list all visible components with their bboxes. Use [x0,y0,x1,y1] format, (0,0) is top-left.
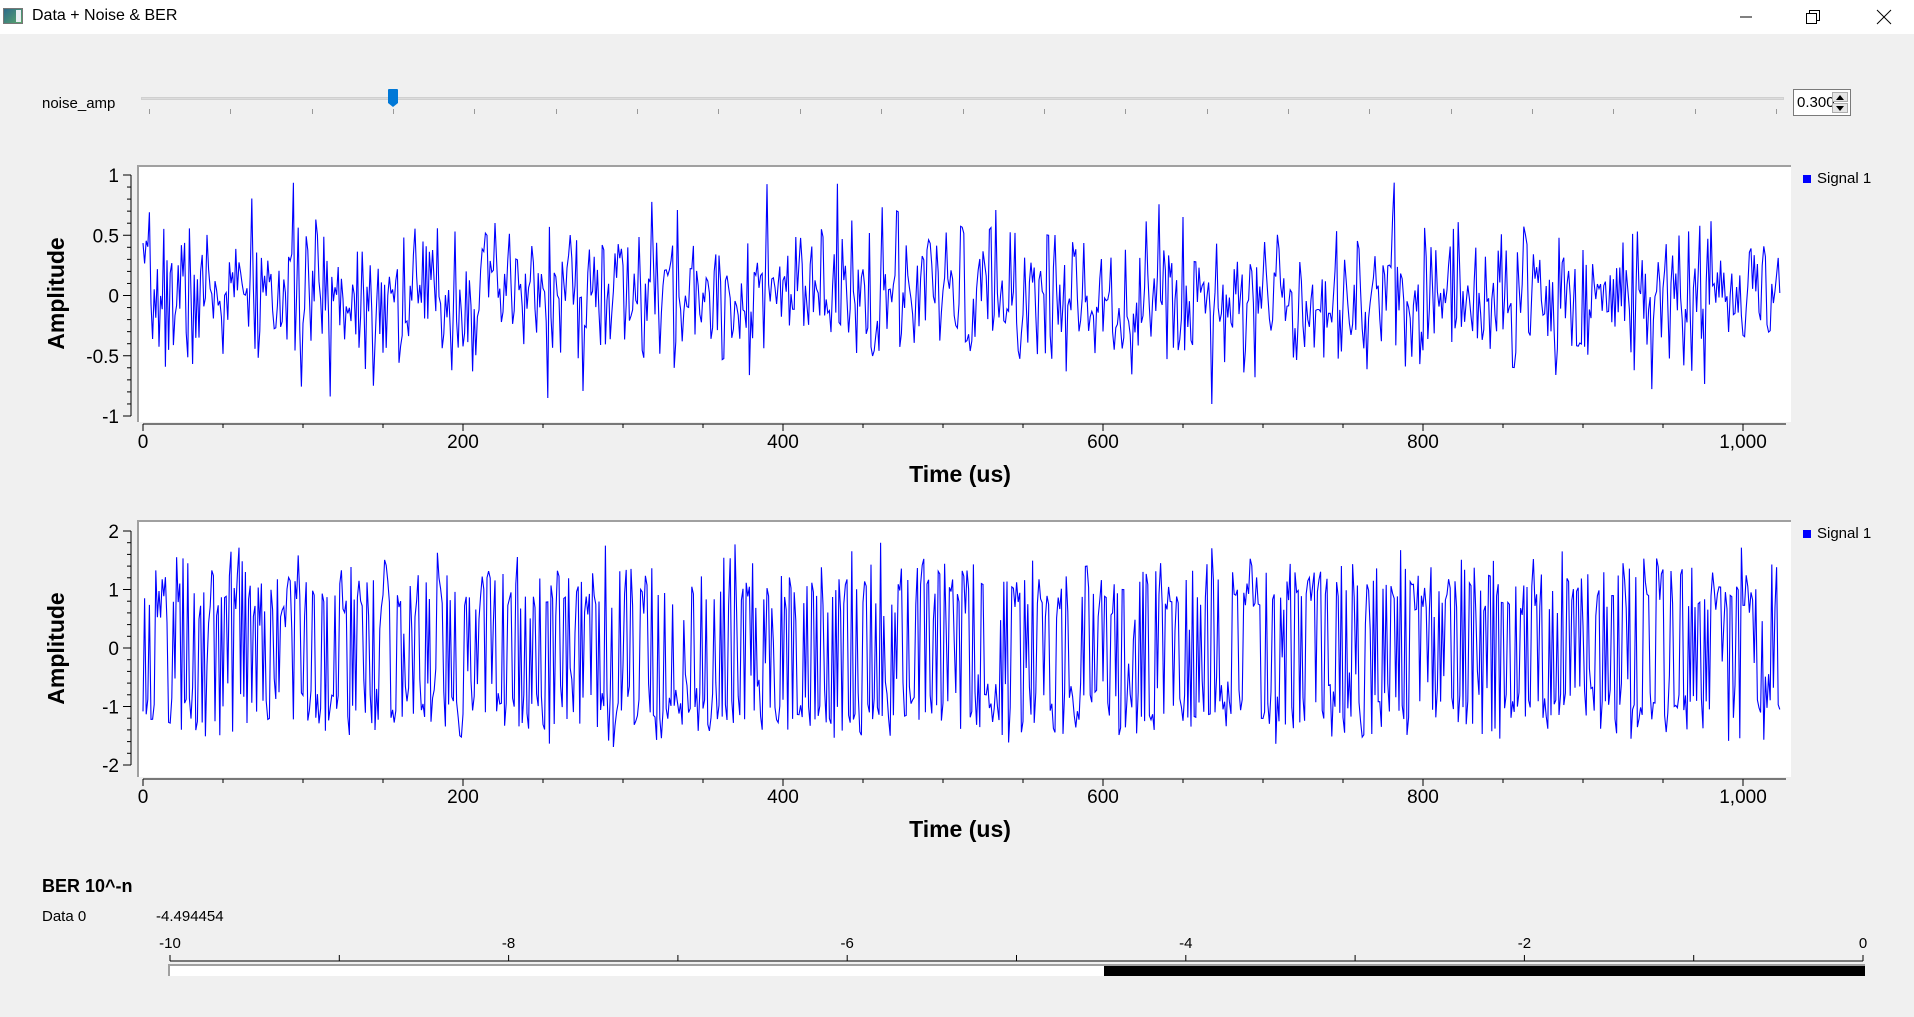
slider-tick [230,109,232,114]
svg-text:-8: -8 [502,935,515,952]
slider-tick [555,109,557,114]
svg-text:600: 600 [1087,432,1119,453]
ber-row-label: Data 0 [42,908,87,925]
arrow-up-icon [1836,94,1844,100]
slider-tick [474,109,476,114]
slider-tick [718,109,720,114]
svg-text:1,000: 1,000 [1719,432,1767,453]
slider-tick [149,109,150,114]
minimize-icon [1740,16,1752,18]
svg-text:Amplitude: Amplitude [43,592,69,704]
svg-text:2: 2 [108,522,119,543]
ber-bar [168,964,1865,976]
svg-text:0: 0 [138,787,149,808]
svg-text:0: 0 [1859,935,1867,952]
noise-amp-value[interactable]: 0.300 [1797,94,1835,111]
slider-tick [1369,109,1371,114]
slider-tick [881,109,883,114]
svg-text:0: 0 [138,432,149,453]
svg-text:-10: -10 [159,935,181,952]
svg-text:800: 800 [1407,432,1439,453]
noise-amp-slider-thumb[interactable] [388,89,398,107]
app-icon [3,8,23,24]
slider-tick [1450,109,1452,114]
slider-tick [1125,109,1127,114]
noise-amp-slider-track[interactable] [141,97,1784,100]
slider-tick [1043,109,1045,114]
slider-tick [393,109,395,114]
spin-down-button[interactable] [1832,103,1848,113]
slider-tick [311,109,313,114]
svg-text:-2: -2 [102,756,119,777]
slider-tick [1613,109,1615,114]
slider-tick [1206,109,1208,114]
svg-text:-1: -1 [102,698,119,719]
svg-text:-1: -1 [102,407,119,428]
svg-text:Amplitude: Amplitude [43,237,69,349]
title-bar: Data + Noise & BER [0,0,1914,34]
ber-value: -4.494454 [156,908,224,925]
noise-amp-spinbox[interactable]: 0.300 [1793,89,1851,116]
svg-text:400: 400 [767,787,799,808]
svg-text:0.5: 0.5 [93,226,119,247]
svg-text:-0.5: -0.5 [86,347,119,368]
signal-1-trace [142,182,1781,405]
svg-text:1,000: 1,000 [1719,787,1767,808]
close-icon [1876,9,1892,25]
slider-tick [1287,109,1289,114]
slider-tick [1531,109,1533,114]
signal-1-trace [142,542,1781,748]
slider-tick [637,109,639,114]
restore-icon [1806,10,1820,24]
plot2-legend-label: Signal 1 [1817,525,1872,542]
svg-text:-2: -2 [1518,935,1531,952]
svg-text:0: 0 [108,287,119,308]
minimize-button[interactable] [1718,0,1774,34]
ber-bar-fill [1104,966,1865,976]
svg-text:200: 200 [447,787,479,808]
svg-text:Time (us): Time (us) [909,461,1011,487]
svg-text:-4: -4 [1179,935,1192,952]
svg-text:Time (us): Time (us) [909,816,1011,842]
slider-tick [1776,109,1777,114]
ber-title: BER 10^-n [42,876,133,896]
svg-text:800: 800 [1407,787,1439,808]
svg-text:200: 200 [447,432,479,453]
spin-up-button[interactable] [1832,92,1848,102]
svg-text:400: 400 [767,432,799,453]
noise-amp-label: noise_amp [42,95,116,112]
svg-text:1: 1 [108,581,119,602]
arrow-down-icon [1836,105,1844,111]
legend-swatch-icon [1803,530,1811,539]
window-title: Data + Noise & BER [32,7,178,24]
svg-text:-6: -6 [841,935,854,952]
slider-tick [1694,109,1696,114]
plot1-legend[interactable]: Signal 1 [1803,170,1871,187]
restore-button[interactable] [1785,0,1841,34]
slider-tick [962,109,964,114]
plot1-legend-label: Signal 1 [1817,170,1872,187]
close-button[interactable] [1856,0,1912,34]
plot2-legend[interactable]: Signal 1 [1803,525,1871,542]
svg-text:1: 1 [108,166,119,187]
svg-text:0: 0 [108,639,119,660]
slider-tick [799,109,801,114]
svg-text:600: 600 [1087,787,1119,808]
legend-swatch-icon [1803,175,1811,184]
